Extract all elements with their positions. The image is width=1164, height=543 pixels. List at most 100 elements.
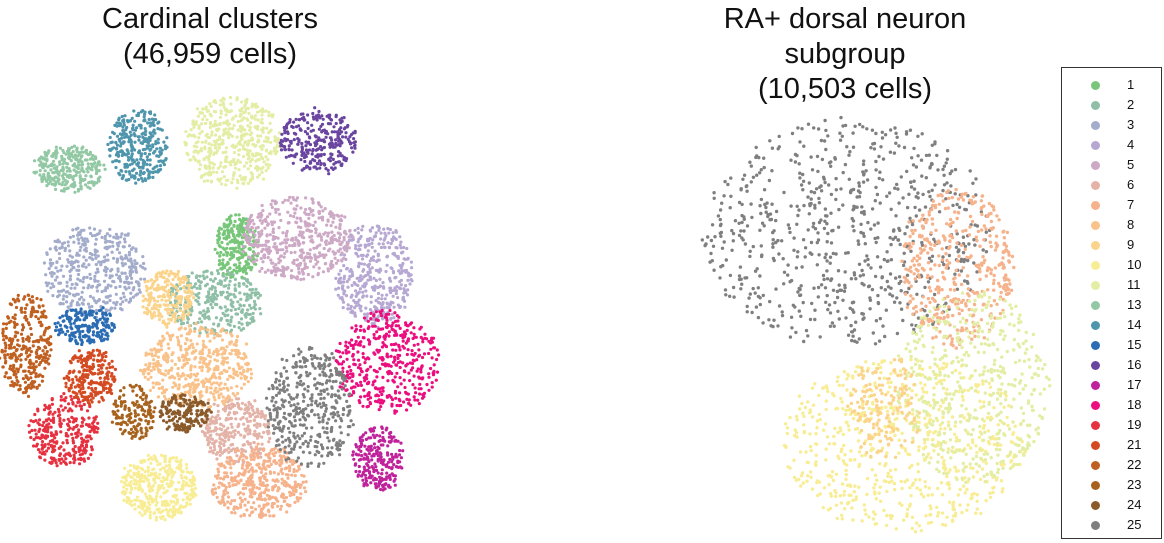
point-14 <box>145 155 149 159</box>
point-10 <box>173 495 177 499</box>
point-3 <box>118 251 122 255</box>
point-9 <box>174 311 178 315</box>
point-9 <box>173 320 177 324</box>
point-10 <box>159 453 164 457</box>
point-5 <box>289 201 293 205</box>
point-2 <box>211 279 215 283</box>
point-6 <box>235 454 239 458</box>
point-4 <box>365 294 369 298</box>
point-4 <box>389 242 393 246</box>
point-5 <box>270 220 274 224</box>
point-7 <box>227 481 231 485</box>
point-4 <box>382 286 386 290</box>
point-11 <box>195 107 199 111</box>
point-7 <box>242 513 246 518</box>
point-11 <box>204 140 208 144</box>
point-8 <box>202 327 206 331</box>
point-11 <box>258 145 262 149</box>
point-3 <box>70 299 75 303</box>
point-15 <box>80 313 84 317</box>
point-2 <box>252 299 257 304</box>
point-9 <box>152 311 156 315</box>
point-9 <box>177 276 181 280</box>
point-10 <box>136 505 140 509</box>
point-8 <box>222 402 226 407</box>
point-11 <box>195 145 199 149</box>
point-7 <box>276 499 280 503</box>
point-4 <box>359 253 363 257</box>
point-5 <box>311 200 315 204</box>
point-5 <box>268 212 272 216</box>
point-13 <box>81 145 85 149</box>
point-3 <box>96 283 100 287</box>
point-1 <box>213 247 217 251</box>
point-5 <box>267 250 271 255</box>
point-8 <box>189 394 193 398</box>
point-8 <box>224 399 228 404</box>
point-5 <box>277 257 281 261</box>
point-5 <box>326 269 330 273</box>
point-11 <box>260 113 264 117</box>
point-11 <box>238 114 242 118</box>
point-1 <box>218 254 222 258</box>
point-7 <box>254 451 258 455</box>
point-11 <box>236 119 240 124</box>
point-8 <box>222 368 226 372</box>
point-11 <box>262 160 266 164</box>
point-3 <box>139 277 143 281</box>
point-11 <box>235 135 239 139</box>
point-14 <box>151 134 155 138</box>
point-1 <box>222 253 226 257</box>
point-5 <box>347 235 351 239</box>
point-6 <box>215 451 220 455</box>
point-6 <box>218 433 222 437</box>
point-10 <box>179 473 183 477</box>
point-2 <box>206 307 210 311</box>
point-8 <box>208 359 212 363</box>
point-5 <box>298 230 302 234</box>
point-3 <box>134 247 138 251</box>
point-13 <box>44 162 48 166</box>
point-15 <box>107 326 111 330</box>
point-7 <box>276 489 280 493</box>
point-6 <box>208 417 213 421</box>
point-14 <box>144 178 148 182</box>
point-3 <box>82 298 86 302</box>
point-8 <box>156 395 161 399</box>
point-8 <box>228 352 232 356</box>
point-3 <box>96 254 100 258</box>
point-3 <box>77 241 81 245</box>
point-1 <box>239 226 243 230</box>
point-11 <box>208 167 212 171</box>
point-10 <box>170 475 174 479</box>
point-4 <box>390 312 394 316</box>
point-10 <box>143 492 147 496</box>
point-14 <box>125 119 130 123</box>
point-2 <box>229 308 233 312</box>
point-1 <box>216 234 220 238</box>
point-3 <box>78 248 82 253</box>
point-15 <box>89 340 93 344</box>
point-10 <box>158 468 163 472</box>
point-3 <box>84 265 88 269</box>
point-8 <box>221 399 225 403</box>
point-10 <box>125 487 129 491</box>
point-10 <box>121 475 125 480</box>
point-13 <box>103 167 107 171</box>
point-7 <box>226 456 230 460</box>
point-2 <box>246 280 250 284</box>
point-2 <box>190 271 194 275</box>
point-11 <box>218 121 222 126</box>
point-3 <box>129 291 133 295</box>
point-13 <box>86 162 90 166</box>
point-4 <box>395 289 399 293</box>
point-9 <box>152 304 156 308</box>
point-8 <box>179 374 183 378</box>
point-4 <box>372 288 377 292</box>
point-7 <box>250 449 254 453</box>
point-11 <box>214 101 218 105</box>
point-4 <box>337 272 341 276</box>
point-1 <box>223 229 227 233</box>
point-2 <box>198 274 202 278</box>
point-13 <box>92 183 96 187</box>
